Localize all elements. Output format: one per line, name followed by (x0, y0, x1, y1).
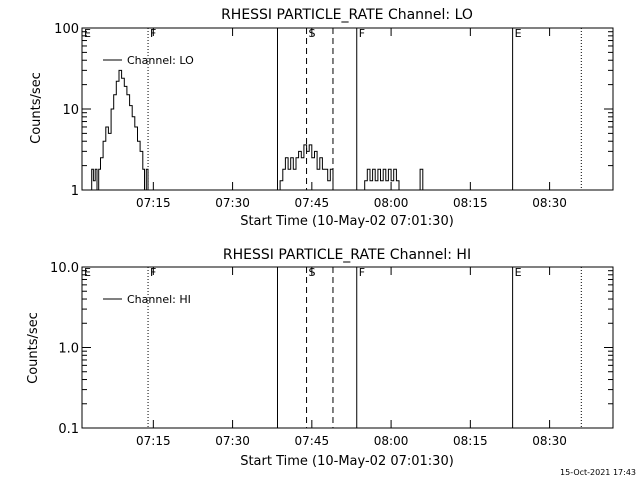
plot-frame (81, 266, 614, 429)
x-axis-label: Start Time (10-May-02 07:01:30) (240, 214, 454, 229)
x-tick-label: 08:00 (374, 196, 409, 210)
marker-label: F (359, 27, 365, 40)
x-tick-label: 07:30 (215, 196, 250, 210)
x-tick-label: 08:00 (374, 434, 409, 448)
legend-label: Channel: LO (127, 54, 194, 67)
footer-timestamp: 15-Oct-2021 17:43 (560, 468, 636, 477)
x-tick-label: 07:45 (295, 196, 330, 210)
marker-label: F (359, 266, 365, 279)
series-line (362, 168, 400, 191)
x-tick-label: 08:30 (532, 196, 567, 210)
y-tick-label: 0.1 (58, 422, 79, 437)
x-tick-label: 07:15 (136, 196, 171, 210)
x-tick-label: 07:15 (136, 434, 171, 448)
x-tick-label: 08:15 (453, 196, 488, 210)
x-tick-label: 08:15 (453, 434, 488, 448)
marker-label: S (309, 266, 316, 279)
x-tick-label: 08:30 (532, 434, 567, 448)
x-axis-label: Start Time (10-May-02 07:01:30) (240, 454, 454, 469)
plot-frame (81, 27, 614, 191)
marker-label: F (150, 27, 156, 40)
data-layer: 07:15 07:30 07:45 08:00 08:15 08:30 0.1 1.0 10.0… (50, 261, 613, 448)
series-line (277, 144, 334, 191)
x-tick-label: 07:30 (215, 434, 250, 448)
panel-lo: RHESSI PARTICLE_RATE Channel: LO Start T… (29, 7, 614, 229)
marker-label: F (150, 266, 156, 279)
marker-label: E (84, 266, 91, 279)
y-axis-label: Counts/sec (26, 312, 41, 384)
x-tick-label: 07:45 (295, 434, 330, 448)
y-tick-label: 1.0 (58, 342, 79, 357)
y-tick-label: 1 (71, 184, 79, 199)
y-tick-label: 10.0 (50, 261, 79, 276)
y-tick-label: 100 (54, 22, 79, 37)
legend-label: Channel: HI (127, 293, 191, 306)
marker-label: E (515, 266, 522, 279)
marker-label: E (84, 27, 91, 40)
chart-title: RHESSI PARTICLE_RATE Channel: LO (221, 7, 473, 23)
y-tick-label: 10 (62, 103, 79, 118)
marker-label: E (515, 27, 522, 40)
panel-hi: RHESSI PARTICLE_RATE Channel: HI Start T… (26, 247, 614, 469)
data-layer: 07:15 07:30 07:45 08:00 08:15 08:30 1 10 100 E F S F… (54, 22, 613, 210)
marker-label: S (309, 27, 316, 40)
y-axis-label: Counts/sec (29, 72, 44, 144)
chart-title: RHESSI PARTICLE_RATE Channel: HI (223, 247, 471, 263)
